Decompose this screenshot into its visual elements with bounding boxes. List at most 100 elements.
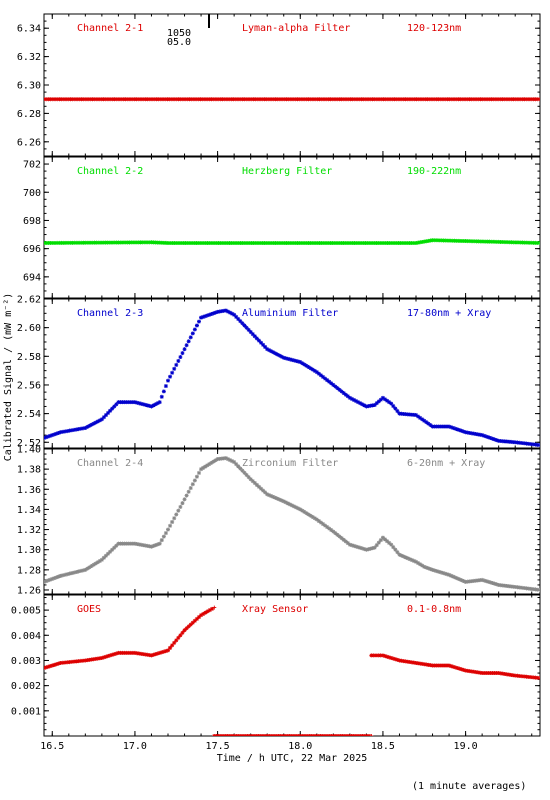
data-point [377, 97, 382, 102]
data-point [172, 516, 177, 521]
range-label: 17-80nm + Xray [407, 308, 491, 319]
data-point [93, 420, 98, 425]
data-point [118, 541, 123, 546]
data-point [180, 501, 185, 506]
data-point [277, 241, 282, 246]
data-point [405, 659, 410, 664]
data-point [328, 97, 333, 102]
data-point [432, 97, 437, 102]
data-point [225, 457, 230, 462]
data-point [170, 643, 175, 648]
data-point [494, 239, 499, 244]
data-point [151, 403, 156, 408]
data-point [139, 401, 144, 406]
data-point [343, 392, 348, 397]
data-point [183, 97, 188, 102]
y-tick-label: 1.40 [17, 445, 41, 456]
data-point [388, 97, 393, 102]
y-tick-label: 702 [23, 160, 41, 171]
data-point [484, 434, 489, 439]
data-point [126, 650, 131, 655]
data-point [114, 651, 119, 656]
data-point [209, 312, 214, 317]
data-point [447, 97, 452, 102]
data-point [418, 97, 423, 102]
data-point [474, 239, 479, 244]
data-point [517, 585, 522, 590]
data-point [248, 477, 253, 482]
data-point [122, 650, 127, 655]
data-point [513, 240, 518, 245]
data-point [308, 97, 313, 102]
data-point [252, 334, 257, 339]
data-point [362, 403, 367, 408]
data-point [207, 97, 212, 102]
data-point [348, 241, 353, 246]
data-point [205, 463, 210, 468]
data-point [169, 97, 174, 102]
data-point [354, 544, 359, 549]
data-point [155, 651, 160, 656]
data-point [445, 238, 450, 243]
data-point [416, 561, 421, 566]
data-point [315, 241, 320, 246]
data-point [337, 387, 342, 392]
data-point [91, 657, 96, 662]
data-point [83, 658, 88, 663]
data-point [306, 97, 311, 102]
data-point [424, 662, 429, 667]
data-point [332, 241, 337, 246]
data-point [393, 547, 398, 552]
data-point [292, 358, 297, 363]
data-point [453, 665, 458, 670]
data-point [153, 652, 158, 657]
data-point [275, 352, 280, 357]
data-point [471, 431, 476, 436]
data-point [451, 425, 456, 430]
data-point [196, 241, 201, 246]
data-point [46, 664, 51, 669]
data-point [68, 97, 73, 102]
data-point [317, 97, 322, 102]
data-point [74, 659, 79, 664]
data-point [166, 648, 170, 653]
data-point [355, 97, 360, 102]
data-point [279, 354, 284, 359]
data-point [209, 241, 214, 246]
data-point [225, 241, 230, 246]
data-point [533, 675, 538, 680]
data-point [341, 97, 346, 102]
data-point [221, 308, 226, 313]
panel-2: 694 696 698 700 702 Channel 2-2 Herzberg Filte… [23, 156, 541, 299]
data-point [145, 97, 150, 102]
data-point [44, 579, 49, 584]
data-point [217, 456, 222, 461]
data-point [180, 630, 185, 635]
data-point [52, 240, 57, 245]
data-point [469, 669, 474, 674]
data-point [414, 97, 419, 102]
data-point [67, 571, 72, 576]
data-point [79, 97, 84, 102]
data-point [428, 567, 433, 572]
data-point [108, 653, 113, 658]
data-point [524, 674, 529, 679]
data-point [359, 97, 364, 102]
data-point [151, 240, 156, 245]
data-point [44, 97, 49, 102]
data-point [201, 611, 206, 616]
data-point [185, 241, 190, 246]
data-point [480, 433, 485, 438]
data-point [277, 497, 282, 502]
data-point [321, 97, 326, 102]
data-point [120, 400, 125, 405]
data-point [469, 431, 474, 436]
data-point [141, 652, 146, 657]
data-point [229, 241, 234, 246]
data-point [186, 339, 191, 344]
data-point [407, 660, 412, 665]
data-point [465, 668, 470, 673]
data-point [403, 555, 408, 560]
data-point [238, 319, 243, 324]
data-point [207, 608, 212, 613]
